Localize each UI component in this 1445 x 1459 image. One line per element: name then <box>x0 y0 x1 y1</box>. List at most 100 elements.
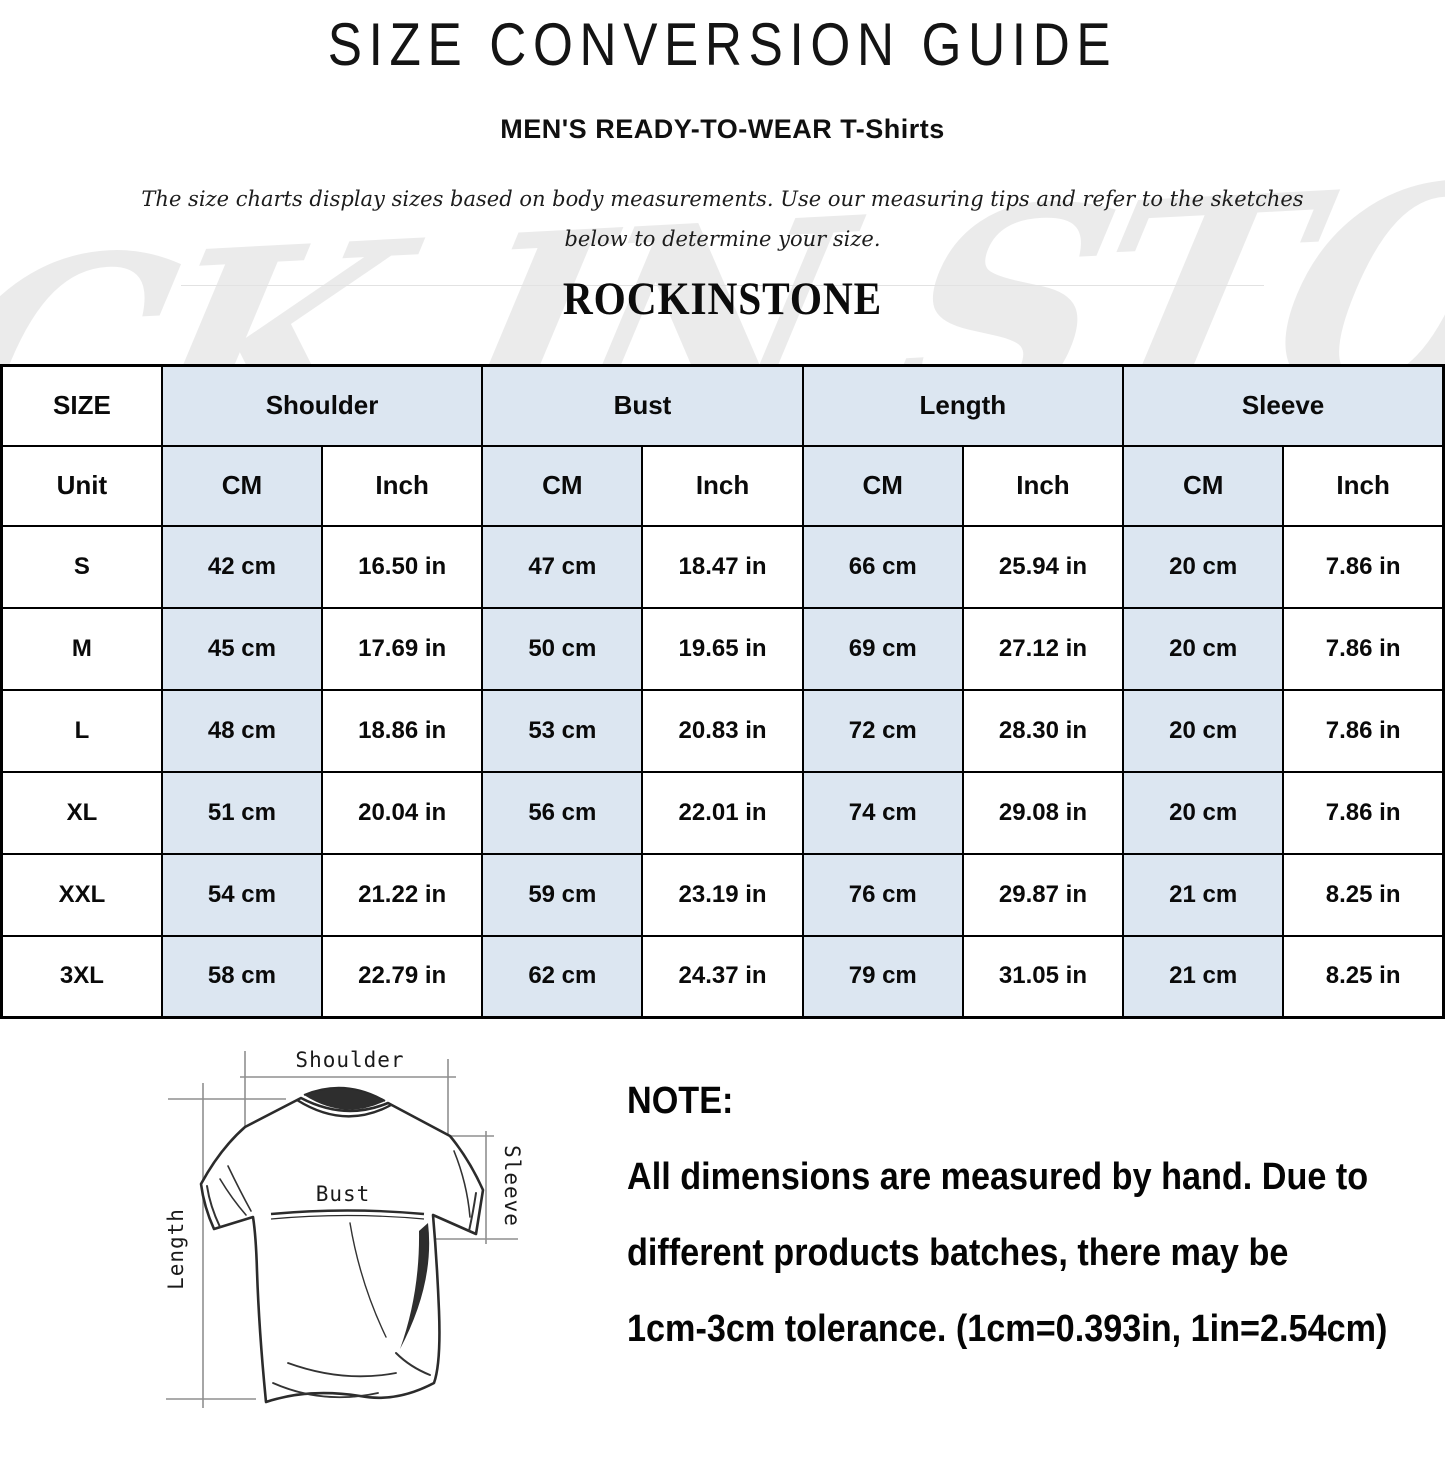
tshirt-outline <box>199 1096 485 1404</box>
tshirt-diagram: Shoulder Bust Length Sleeve <box>138 1031 583 1428</box>
table-cell: 50 cm <box>481 606 644 691</box>
table-cell: 20 cm <box>1122 606 1285 691</box>
diagram-label-length: Length <box>164 1208 188 1290</box>
table-cell: 19.65 in <box>641 606 804 691</box>
diagram-label-shoulder: Shoulder <box>295 1048 404 1072</box>
description-line-1: The size charts display sizes based on b… <box>141 187 1304 211</box>
table-cell: 17.69 in <box>321 606 484 691</box>
unit-header-inch: Inch <box>321 444 484 527</box>
tshirt-shadow-fold <box>400 1223 430 1349</box>
group-header-sleeve: Sleeve <box>1122 364 1445 447</box>
table-cell: 58 cm <box>160 934 324 1019</box>
unit-header-inch: Inch <box>961 444 1125 527</box>
bust-line <box>270 1209 425 1220</box>
table-cell: 79 cm <box>801 934 964 1019</box>
unit-header-inch: Inch <box>641 444 804 527</box>
table-cell: 76 cm <box>801 852 964 937</box>
divider-line <box>180 285 1265 286</box>
table-cell: 7.86 in <box>1282 688 1445 773</box>
table-cell: 25.94 in <box>961 524 1125 609</box>
size-cell: 3XL <box>0 934 163 1019</box>
note-line: 1cm-3cm tolerance. (1cm=0.393in, 1in=2.5… <box>627 1308 1388 1350</box>
table-cell: 7.86 in <box>1282 524 1445 609</box>
table-cell: 20 cm <box>1122 688 1285 773</box>
note-line: different products batches, there may be <box>627 1232 1289 1274</box>
unit-label: Unit <box>0 444 163 527</box>
group-header-bust: Bust <box>481 364 804 447</box>
table-row: M 45 cm 17.69 in 50 cm 19.65 in 69 cm 27… <box>0 606 1445 691</box>
size-column-header: SIZE <box>0 364 163 447</box>
table-cell: 62 cm <box>481 934 644 1019</box>
table-cell: 23.19 in <box>641 852 804 937</box>
table-cell: 47 cm <box>481 524 644 609</box>
measure-guides <box>166 1051 518 1408</box>
table-cell: 18.47 in <box>641 524 804 609</box>
table-cell: 27.12 in <box>961 606 1125 691</box>
table-cell: 66 cm <box>801 524 964 609</box>
unit-header-cm: CM <box>160 444 324 527</box>
table-cell: 56 cm <box>481 770 644 855</box>
tshirt-detail-lines <box>206 1150 477 1399</box>
table-cell: 45 cm <box>160 606 324 691</box>
table-cell: 16.50 in <box>321 524 484 609</box>
note-line: All dimensions are measured by hand. Due… <box>627 1156 1369 1198</box>
size-cell: XXL <box>0 852 163 937</box>
unit-header-cm: CM <box>481 444 644 527</box>
table-row: L 48 cm 18.86 in 53 cm 20.83 in 72 cm 28… <box>0 688 1445 773</box>
size-cell: M <box>0 606 163 691</box>
table-cell: 20.04 in <box>321 770 484 855</box>
table-cell: 72 cm <box>801 688 964 773</box>
table-cell: 21 cm <box>1122 852 1285 937</box>
table-cell: 29.87 in <box>961 852 1125 937</box>
table-cell: 69 cm <box>801 606 964 691</box>
size-cell: XL <box>0 770 163 855</box>
diagram-label-bust: Bust <box>316 1182 371 1206</box>
table-cell: 8.25 in <box>1282 934 1445 1019</box>
table-cell: 20 cm <box>1122 524 1285 609</box>
table-cell: 7.86 in <box>1282 606 1445 691</box>
table-cell: 28.30 in <box>961 688 1125 773</box>
table-cell: 53 cm <box>481 688 644 773</box>
description: The size charts display sizes based on b… <box>0 179 1445 259</box>
table-cell: 29.08 in <box>961 770 1125 855</box>
table-cell: 21 cm <box>1122 934 1285 1019</box>
table-cell: 22.79 in <box>321 934 484 1019</box>
group-header-row: SIZE Shoulder Bust Length Sleeve <box>0 364 1445 447</box>
size-conversion-table: SIZE Shoulder Bust Length Sleeve Unit CM… <box>0 364 1445 1019</box>
table-cell: 24.37 in <box>641 934 804 1019</box>
table-cell: 20 cm <box>1122 770 1285 855</box>
table-cell: 31.05 in <box>961 934 1125 1019</box>
unit-header-row: Unit CM Inch CM Inch CM Inch CM Inch <box>0 444 1445 527</box>
size-cell: S <box>0 524 163 609</box>
table-row: XL 51 cm 20.04 in 56 cm 22.01 in 74 cm 2… <box>0 770 1445 855</box>
table-cell: 7.86 in <box>1282 770 1445 855</box>
page-subtitle: MEN'S READY-TO-WEAR T-Shirts <box>500 114 945 144</box>
diagram-label-sleeve: Sleeve <box>500 1145 524 1227</box>
tshirt-collar <box>296 1086 392 1118</box>
size-cell: L <box>0 688 163 773</box>
table-cell: 74 cm <box>801 770 964 855</box>
table-cell: 51 cm <box>160 770 324 855</box>
note-heading: NOTE: <box>627 1080 734 1122</box>
table-cell: 59 cm <box>481 852 644 937</box>
table-cell: 18.86 in <box>321 688 484 773</box>
unit-header-cm: CM <box>1122 444 1285 527</box>
note-block: NOTE: All dimensions are measured by han… <box>627 1031 1387 1428</box>
unit-header-inch: Inch <box>1282 444 1445 527</box>
table-row: XXL 54 cm 21.22 in 59 cm 23.19 in 76 cm … <box>0 852 1445 937</box>
description-line-2: below to determine your size. <box>564 227 881 251</box>
table-row: 3XL 58 cm 22.79 in 62 cm 24.37 in 79 cm … <box>0 934 1445 1019</box>
table-cell: 48 cm <box>160 688 324 773</box>
tshirt-measurement-diagram: Shoulder Bust Length Sleeve <box>164 1048 524 1408</box>
group-header-shoulder: Shoulder <box>160 364 484 447</box>
table-cell: 54 cm <box>160 852 324 937</box>
table-cell: 8.25 in <box>1282 852 1445 937</box>
table-cell: 22.01 in <box>641 770 804 855</box>
table-cell: 21.22 in <box>321 852 484 937</box>
table-cell: 20.83 in <box>641 688 804 773</box>
unit-header-cm: CM <box>801 444 964 527</box>
table-row: S 42 cm 16.50 in 47 cm 18.47 in 66 cm 25… <box>0 524 1445 609</box>
group-header-length: Length <box>801 364 1125 447</box>
page-title: SIZE CONVERSION GUIDE <box>327 11 1118 79</box>
brand-heading: ROCKINSTONE <box>562 273 883 325</box>
